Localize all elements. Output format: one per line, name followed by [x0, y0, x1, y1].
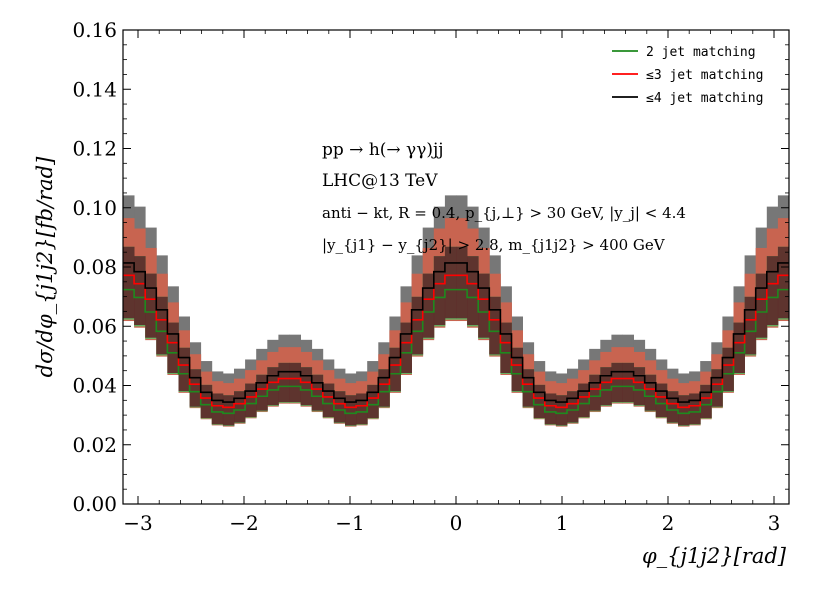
band-overlap-bin — [544, 393, 557, 425]
band-overlap-bin — [611, 362, 623, 403]
y-tick-label: 0.04 — [72, 374, 117, 398]
band-overlap-bin — [722, 347, 734, 392]
legend-label-1: ≤3 jet matching — [646, 68, 763, 83]
band-overlap-bin — [433, 256, 446, 326]
band-overlap-bin — [411, 296, 424, 355]
band-overlap-bin — [777, 246, 790, 319]
axis-ticks: −3 −2 −1 0 1 2 3 0.00 0.02 0.04 0.06 0.08 0.10 0.12 0.… — [72, 18, 789, 535]
band-overlap-bin — [400, 322, 412, 374]
series-line-0 — [123, 288, 789, 415]
band-overlap-bin — [567, 391, 579, 423]
band-overlap-bin — [766, 256, 779, 326]
band-overlap-bin — [755, 273, 768, 338]
band-overlap-bin — [744, 296, 757, 355]
band-overlap-bin — [378, 369, 390, 407]
x-axis-label: φ_{j1j2}[rad] — [642, 544, 787, 568]
band-overlap-bin — [478, 273, 490, 338]
band-overlap-bin — [456, 246, 468, 319]
band-overlap-bin — [322, 383, 335, 418]
x-tick-label: 0 — [450, 511, 463, 535]
band-overlap-bin — [655, 383, 668, 418]
band-overlap-bin — [600, 367, 612, 406]
band-overlap-bin — [711, 369, 723, 407]
annotation-collider: LHC@13 TeV — [322, 171, 438, 191]
annotation-cuts-2: |y_{j1} − y_{j2}| > 2.8, m_{j1j2} > 400 … — [322, 236, 666, 254]
band-overlap-bin — [533, 384, 546, 419]
band-overlap-bin — [511, 347, 523, 392]
band-overlap-bin — [489, 296, 501, 355]
series-line-2 — [123, 262, 789, 403]
y-tick-label: 0.02 — [72, 433, 117, 457]
band-overlap-bin — [222, 395, 235, 426]
x-tick-label: 1 — [556, 511, 569, 535]
annotation-cuts-1: anti − kt, R = 0.4, p_{j,⊥} > 30 GeV, |y… — [322, 204, 686, 222]
band-overlap-bin — [367, 384, 379, 419]
band-overlap-bin — [200, 384, 213, 419]
band-overlap-bin — [578, 383, 590, 418]
band-overlap-bin — [333, 391, 346, 423]
band-overlap-bin — [389, 347, 401, 392]
band-overlap-bin — [589, 374, 601, 411]
band-overlap-bin — [245, 383, 257, 418]
band-overlap-bin — [189, 369, 202, 407]
band-overlap-bin — [500, 322, 512, 374]
x-tick-label: −1 — [335, 511, 364, 535]
y-tick-label: 0.14 — [72, 77, 117, 101]
series-lines — [123, 262, 789, 415]
legend: 2 jet matching ≤3 jet matching ≤4 jet matc… — [612, 45, 763, 106]
x-tick-label: −2 — [229, 511, 258, 535]
band-overlap-bin — [689, 393, 701, 425]
band-overlap-bin — [234, 391, 246, 423]
band-overlap-bin — [278, 362, 290, 403]
annotations: pp → h(→ γγ)jj LHC@13 TeV anti − kt, R =… — [322, 140, 686, 254]
band-overlap-bin — [211, 393, 224, 425]
y-tick-label: 0.06 — [72, 314, 117, 338]
band-overlap-bin — [733, 322, 745, 374]
band-overlap-bin — [256, 374, 268, 411]
y-axis-label: dσ/dφ_{j1j2}[fb/rad] — [33, 156, 57, 377]
y-tick-label: 0.08 — [72, 255, 117, 279]
band-overlap-bin — [289, 362, 301, 403]
band-overlap-bin — [444, 246, 457, 319]
band-overlap-bin — [522, 369, 535, 407]
y-tick-label: 0.10 — [72, 196, 117, 220]
legend-label-0: 2 jet matching — [646, 45, 756, 60]
y-tick-label: 0.00 — [72, 492, 117, 516]
band-overlap-bin — [644, 374, 657, 411]
band-overlap-bin — [178, 347, 190, 392]
band-overlap-bin — [167, 322, 179, 374]
band-overlap-bin — [633, 367, 646, 406]
band-overlap-bin — [678, 395, 690, 426]
band-overlap-bin — [267, 367, 279, 406]
annotation-process: pp → h(→ γγ)jj — [322, 140, 444, 160]
band-overlap-bin — [311, 374, 324, 411]
series-line-1 — [123, 274, 789, 409]
band-overlap-bin — [666, 391, 679, 423]
y-tick-label: 0.12 — [72, 137, 117, 161]
band-overlap-bin — [622, 362, 634, 403]
x-tick-label: −3 — [123, 511, 152, 535]
band-overlap-bin — [134, 256, 146, 326]
legend-label-2: ≤4 jet matching — [646, 91, 763, 106]
band-overlap-bin — [356, 393, 368, 425]
band-overlap-bin — [156, 296, 168, 355]
uncertainty-bands — [123, 195, 790, 427]
y-tick-label: 0.16 — [72, 18, 117, 42]
x-tick-label: 2 — [662, 511, 675, 535]
band-overlap-bin — [123, 246, 135, 319]
x-tick-label: 3 — [768, 511, 781, 535]
band-overlap-bin — [300, 367, 313, 406]
band-overlap-bin — [145, 273, 157, 338]
band-overlap-bin — [345, 395, 357, 426]
band-overlap-bin — [467, 256, 479, 326]
band-overlap-bin — [555, 395, 568, 426]
band-overlap-bin — [422, 273, 435, 338]
band-overlap-bin — [700, 384, 712, 419]
